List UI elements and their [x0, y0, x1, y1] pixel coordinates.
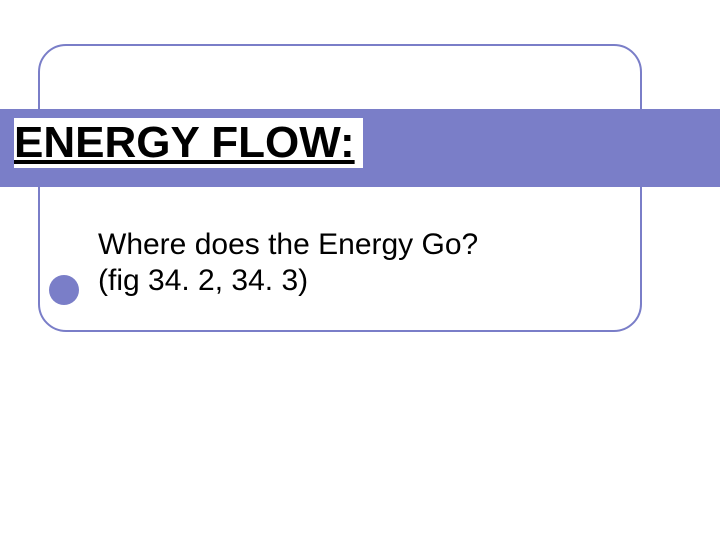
body-line-2: (fig 34. 2, 34. 3)	[98, 264, 308, 298]
body-line-1: Where does the Energy Go?	[98, 228, 478, 262]
slide-title: ENERGY FLOW:	[14, 118, 363, 168]
accent-circle-icon	[49, 275, 79, 305]
